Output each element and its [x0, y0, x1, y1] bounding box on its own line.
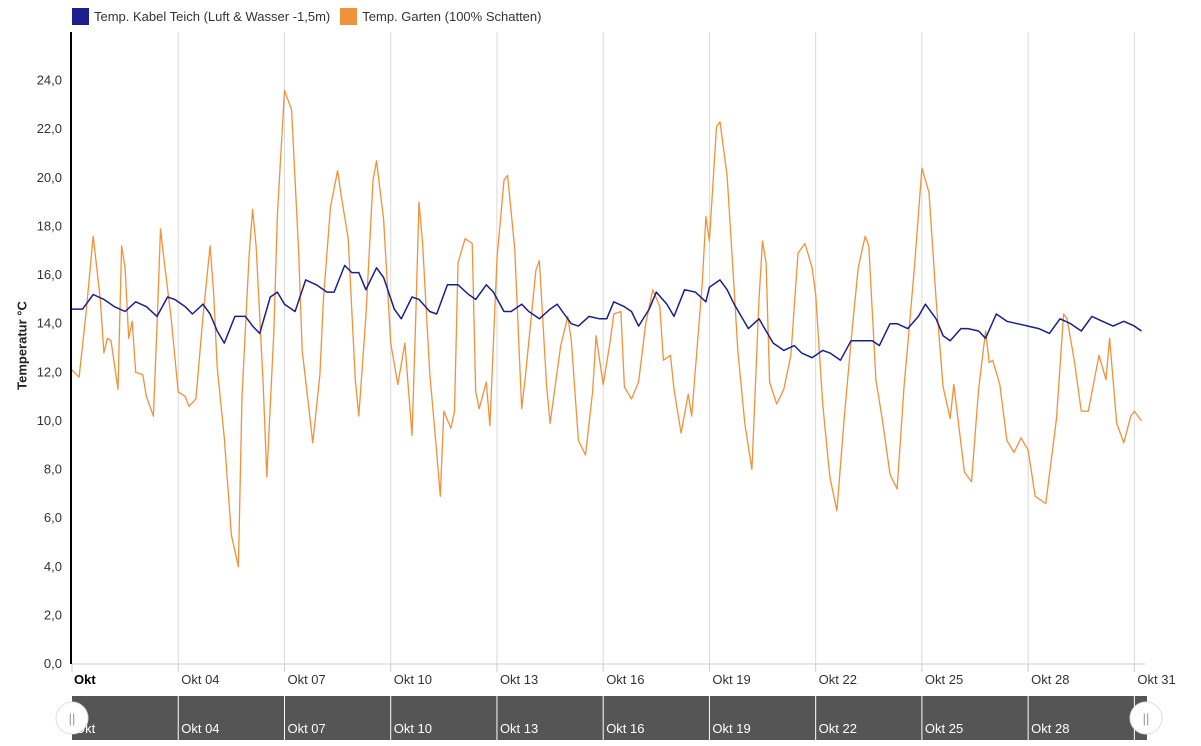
x-axis-ticks: Okt Okt 04 Okt 07 Okt 10 Okt 13 Okt 16 Okt 19 O…	[74, 672, 1176, 687]
navigator-label: Okt 16	[606, 721, 644, 736]
x-tick-label: Okt 07	[287, 672, 325, 687]
navigator-label: Okt 19	[712, 721, 750, 736]
navigator-label: Okt 28	[1031, 721, 1069, 736]
x-tick-label: Okt 22	[819, 672, 857, 687]
x-tick-label: Okt 16	[606, 672, 644, 687]
legend-item-series1[interactable]: Temp. Kabel Teich (Luft & Wasser -1,5m)	[72, 8, 330, 25]
grid-layer	[71, 32, 1145, 672]
navigator-label: Okt 10	[394, 721, 432, 736]
y-tick-label: 14,0	[37, 316, 62, 331]
navigator-label: Okt 04	[181, 721, 219, 736]
x-tick-label: Okt 25	[925, 672, 963, 687]
y-axis-ticks: 0,0 2,0 4,0 6,0 8,0 10,0 12,0 14,0 16,0 18,0 20,0 2…	[37, 73, 62, 671]
series-line-2	[71, 89, 1143, 568]
x-tick-label: Okt 31	[1137, 672, 1175, 687]
navigator-label: Okt 13	[500, 721, 538, 736]
handle-circle	[55, 701, 89, 735]
navigator-handle-right[interactable]: ||	[1129, 701, 1163, 735]
navigator-handle-left[interactable]: ||	[55, 701, 89, 735]
legend-label-series1: Temp. Kabel Teich (Luft & Wasser -1,5m)	[94, 9, 331, 24]
drag-handle-icon: ||	[1143, 711, 1150, 726]
handle-circle	[1129, 701, 1163, 735]
x-tick-label: Okt 19	[712, 672, 750, 687]
x-tick-label: Okt 28	[1031, 672, 1069, 687]
navigator-label: Okt 22	[819, 721, 857, 736]
navigator-label: Okt 07	[287, 721, 325, 736]
navigator[interactable]: Okt Okt 04 Okt 07 Okt 10 Okt 13 Okt 16 Okt 19 O…	[55, 696, 1176, 740]
x-tick-label: Okt 04	[181, 672, 219, 687]
navigator-label: Okt 25	[925, 721, 963, 736]
x-tick-label: Okt 13	[500, 672, 538, 687]
y-tick-label: 20,0	[37, 170, 62, 185]
series-layer	[71, 89, 1143, 568]
y-tick-label: 10,0	[37, 413, 62, 428]
y-tick-label: 4,0	[44, 559, 62, 574]
y-tick-label: 2,0	[44, 607, 62, 622]
legend-swatch-series2	[340, 8, 358, 25]
legend-label-series2: Temp. Garten (100% Schatten)	[362, 9, 542, 24]
y-tick-label: 8,0	[44, 462, 62, 477]
y-tick-label: 12,0	[37, 364, 62, 379]
x-tick-label: Okt	[74, 672, 96, 687]
series-line-1	[72, 264, 1142, 361]
drag-handle-icon: ||	[69, 711, 76, 726]
y-tick-label: 6,0	[44, 510, 62, 525]
navigator-bar	[72, 696, 1147, 740]
y-tick-label: 0,0	[44, 656, 62, 671]
y-tick-label: 16,0	[37, 267, 62, 282]
legend-item-series2[interactable]: Temp. Garten (100% Schatten)	[340, 8, 541, 25]
y-tick-label: 18,0	[37, 218, 62, 233]
legend: Temp. Kabel Teich (Luft & Wasser -1,5m) …	[72, 8, 541, 25]
legend-swatch-series1	[72, 8, 89, 25]
y-tick-label: 22,0	[37, 121, 62, 136]
x-tick-label: Okt 10	[394, 672, 432, 687]
y-tick-label: 24,0	[37, 73, 62, 88]
